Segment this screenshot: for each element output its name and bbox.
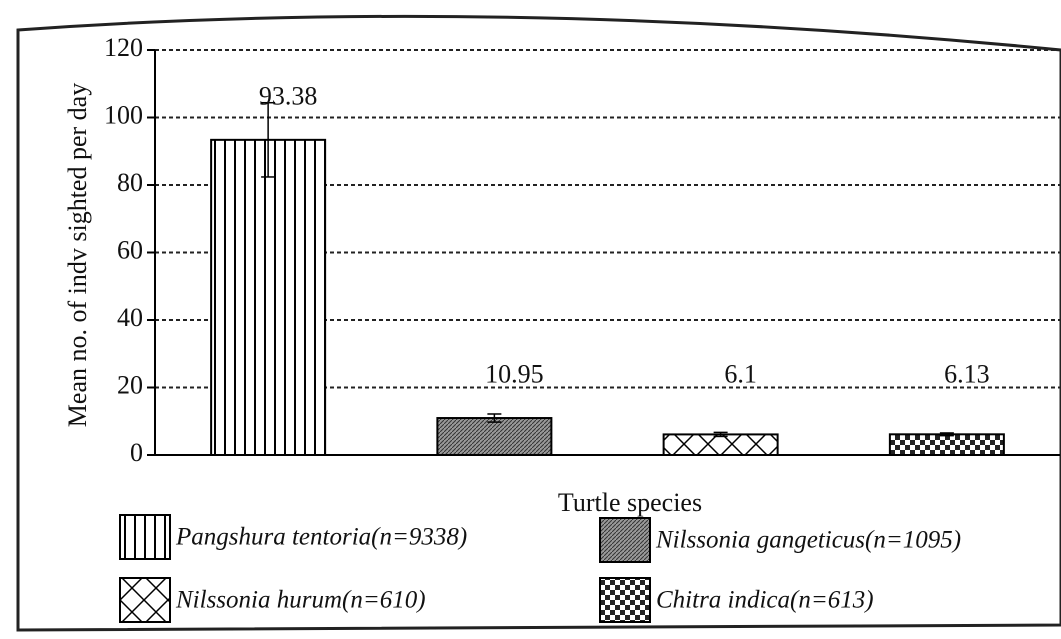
y-tick-label: 60 — [117, 235, 143, 264]
y-axis-label: Mean no. of indv sighted per day — [63, 83, 92, 427]
data-label: 6.13 — [944, 360, 990, 389]
bar — [662, 433, 779, 457]
data-label: 93.38 — [259, 82, 318, 111]
y-tick-label: 0 — [130, 438, 143, 467]
legend-swatch — [599, 577, 651, 623]
legend-label: Pangshura tentoria(n=9338) — [175, 524, 467, 551]
legend-swatch — [119, 577, 171, 623]
x-axis-label: Turtle species — [558, 488, 702, 517]
y-tick-label: 40 — [117, 303, 143, 332]
bar — [210, 138, 327, 456]
frame — [16, 14, 1061, 632]
data-label: 10.95 — [485, 360, 544, 389]
y-tick-label: 120 — [104, 33, 143, 62]
legend-swatch — [119, 514, 171, 560]
bar — [888, 433, 1005, 456]
legend-swatch — [599, 517, 651, 563]
y-tick-label: 20 — [117, 370, 143, 399]
legend-label: Nilssonia gangeticus(n=1095) — [655, 527, 961, 554]
y-tick-label: 100 — [104, 100, 143, 129]
bar — [436, 417, 553, 457]
legend-label: Chitra indica(n=613) — [656, 587, 874, 614]
legend-label: Nilssonia hurum(n=610) — [175, 587, 426, 614]
y-tick-label: 80 — [117, 168, 143, 197]
data-label: 6.1 — [724, 360, 757, 389]
